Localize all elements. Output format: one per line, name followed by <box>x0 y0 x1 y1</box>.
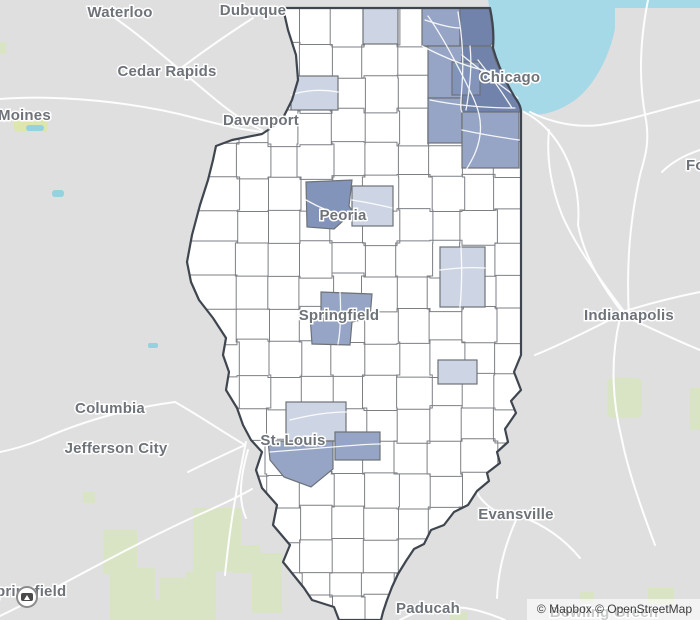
city-label-paducah: Paducah <box>396 600 460 617</box>
park-areas <box>0 42 700 620</box>
county-madison[interactable] <box>285 401 347 442</box>
urban-roads <box>269 11 520 453</box>
city-label-davenport: Davenport <box>223 112 299 129</box>
attribution-text[interactable]: © Mapbox © OpenStreetMap <box>536 602 692 616</box>
county-east-small[interactable] <box>437 359 478 385</box>
city-label-dubuque: Dubuque <box>220 2 286 19</box>
city-label-springfield: Springfield <box>299 307 380 324</box>
county-kendall[interactable] <box>427 97 463 144</box>
county-winnebago[interactable] <box>362 8 399 45</box>
poi-marker-icon[interactable] <box>16 586 38 608</box>
county-champaign[interactable] <box>439 246 486 308</box>
city-label-indianapolis: Indianapolis <box>584 307 674 324</box>
county-lake[interactable] <box>459 8 494 47</box>
city-label-chicago: Chicago <box>480 69 541 86</box>
county-clinton[interactable] <box>334 431 381 461</box>
city-label-moines: Moines <box>0 107 51 124</box>
city-label-for: For <box>686 157 700 174</box>
city-label-evansville: Evansville <box>478 506 553 523</box>
county-stclair[interactable] <box>267 440 334 488</box>
city-label-cedar-rapids: Cedar Rapids <box>117 63 216 80</box>
city-label-st-louis: St. Louis <box>260 432 325 449</box>
city-label-jefferson-city: Jefferson City <box>65 440 168 457</box>
county-will[interactable] <box>461 111 520 169</box>
city-label-peoria: Peoria <box>319 207 367 224</box>
attribution-bar: © Mapbox © OpenStreetMap <box>526 599 700 620</box>
county-dupage[interactable] <box>451 61 481 96</box>
lake-michigan-body <box>524 0 615 115</box>
city-label-waterloo: Waterloo <box>87 4 152 21</box>
city-label-columbia: Columbia <box>75 400 145 417</box>
small-water-features <box>26 125 158 348</box>
